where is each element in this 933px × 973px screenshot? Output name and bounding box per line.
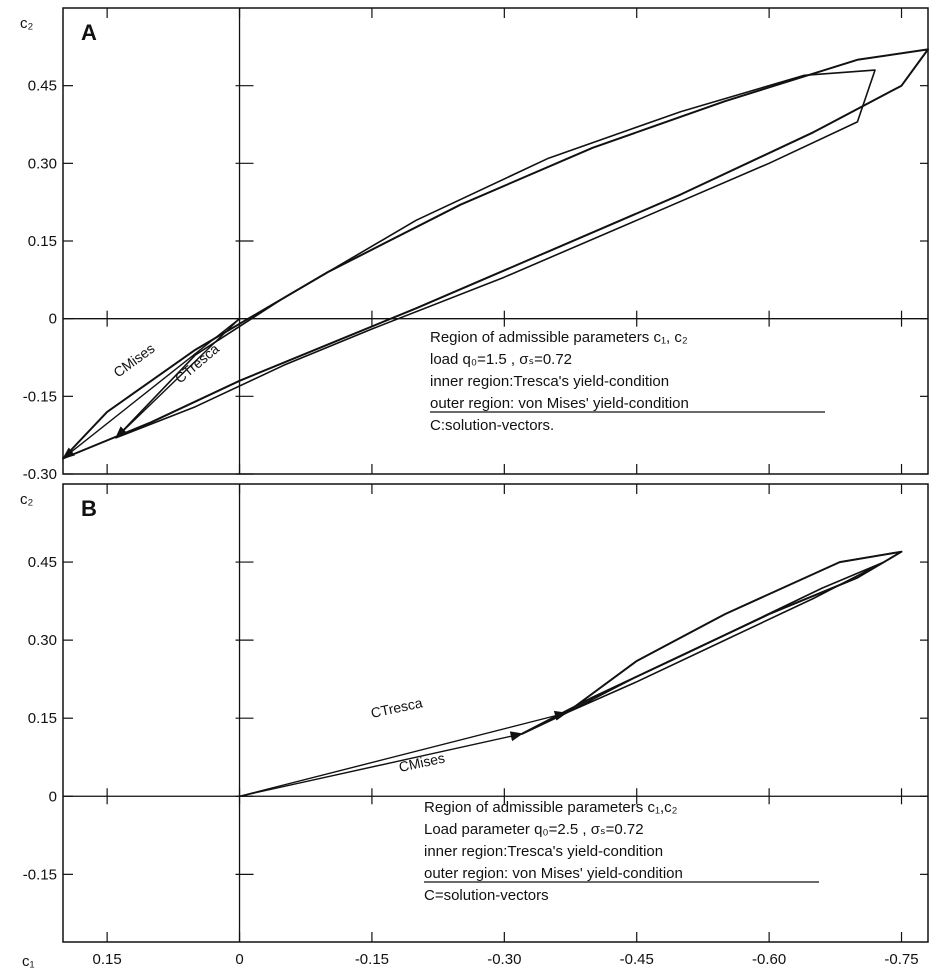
vector-label-c-tresca: CTresca bbox=[369, 694, 424, 721]
x-tick-label: 0.15 bbox=[93, 951, 122, 968]
panel-b-y-tick-labels: 0.45 0.30 0.15 0 -0.15 bbox=[23, 554, 57, 883]
y-tick-label: 0.30 bbox=[28, 155, 57, 172]
x-tick-label: -0.60 bbox=[752, 951, 786, 968]
y-tick-label: -0.15 bbox=[23, 388, 57, 405]
y-tick-label: 0.15 bbox=[28, 710, 57, 727]
vector-label-c-mises: CMises bbox=[397, 750, 446, 775]
y-tick-label: 0 bbox=[49, 311, 57, 328]
inner-region-tresca bbox=[115, 69, 876, 439]
inner-region-tresca bbox=[565, 561, 885, 714]
panel-b-frame bbox=[62, 483, 929, 943]
y-tick-label: 0.15 bbox=[28, 233, 57, 250]
annotation-line: load q₀=1.5 , σₛ=0.72 bbox=[430, 351, 572, 368]
y-tick-label: 0.45 bbox=[28, 78, 57, 95]
y-tick-label: 0 bbox=[49, 788, 57, 805]
panel-b-vector-labels: CTresca CMises bbox=[369, 694, 446, 775]
annotation-line: Region of admissible parameters c₁,c₂ bbox=[424, 799, 678, 816]
x-tick-label: -0.30 bbox=[487, 951, 521, 968]
vector-c-tresca bbox=[239, 710, 568, 797]
y-tick-label: 0.30 bbox=[28, 632, 57, 649]
annotation-line: Load parameter q₀=2.5 , σₛ=0.72 bbox=[424, 821, 644, 838]
panel-b-vectors bbox=[239, 710, 568, 797]
panel-a-y-axis-label: c₂ bbox=[20, 15, 34, 32]
panel-a-vector-labels: CMises CTresca bbox=[110, 340, 222, 386]
panel-b-annotation: Region of admissible parameters c₁,c₂ Lo… bbox=[424, 799, 819, 904]
annotation-line: C:solution-vectors. bbox=[430, 417, 554, 434]
panel-b-x-tick-labels: 0.15 0 -0.15 -0.30 -0.45 -0.60 -0.75 bbox=[93, 951, 919, 968]
x-tick-label: -0.75 bbox=[884, 951, 918, 968]
panel-b-x-axis-label: c₁ bbox=[22, 953, 35, 970]
annotation-line: C=solution-vectors bbox=[424, 887, 549, 904]
panel-b-label: B bbox=[81, 496, 97, 521]
panel-b-regions bbox=[521, 550, 903, 735]
vector-c-mises bbox=[239, 731, 524, 797]
vector-c-tresca bbox=[115, 318, 241, 439]
vector-label-c-tresca: CTresca bbox=[172, 340, 223, 386]
vector-c-mises bbox=[62, 318, 240, 460]
panel-a-label: A bbox=[81, 20, 97, 45]
panel-a-y-tick-labels: 0.45 0.30 0.15 0 -0.15 -0.30 bbox=[23, 78, 57, 483]
x-tick-label: -0.45 bbox=[620, 951, 654, 968]
panel-b: B c₂ c₁ 0.45 0.30 0.15 0 -0.15 0.15 0 -0… bbox=[20, 483, 929, 970]
y-tick-label: -0.15 bbox=[23, 866, 57, 883]
panel-a-annotation: Region of admissible parameters c₁, c₂ l… bbox=[430, 329, 825, 434]
annotation-line: inner region:Tresca's yield-condition bbox=[424, 843, 663, 860]
panel-a-axes bbox=[63, 8, 928, 475]
annotation-line: outer region: von Mises' yield-condition bbox=[424, 865, 683, 882]
panel-a: A c₂ 0.45 0.30 0.15 0 -0.15 -0.30 CMises… bbox=[20, 7, 929, 483]
annotation-line: outer region: von Mises' yield-condition bbox=[430, 395, 689, 412]
panel-b-y-axis-label: c₂ bbox=[20, 491, 34, 508]
y-tick-label: 0.45 bbox=[28, 554, 57, 571]
panel-a-vectors bbox=[62, 318, 241, 460]
y-tick-label: -0.30 bbox=[23, 466, 57, 483]
panel-a-regions bbox=[62, 48, 929, 460]
vector-label-c-mises: CMises bbox=[110, 340, 157, 380]
annotation-line: Region of admissible parameters c₁, c₂ bbox=[430, 329, 688, 346]
x-tick-label: -0.15 bbox=[355, 951, 389, 968]
x-tick-label: 0 bbox=[235, 951, 243, 968]
annotation-line: inner region:Tresca's yield-condition bbox=[430, 373, 669, 390]
